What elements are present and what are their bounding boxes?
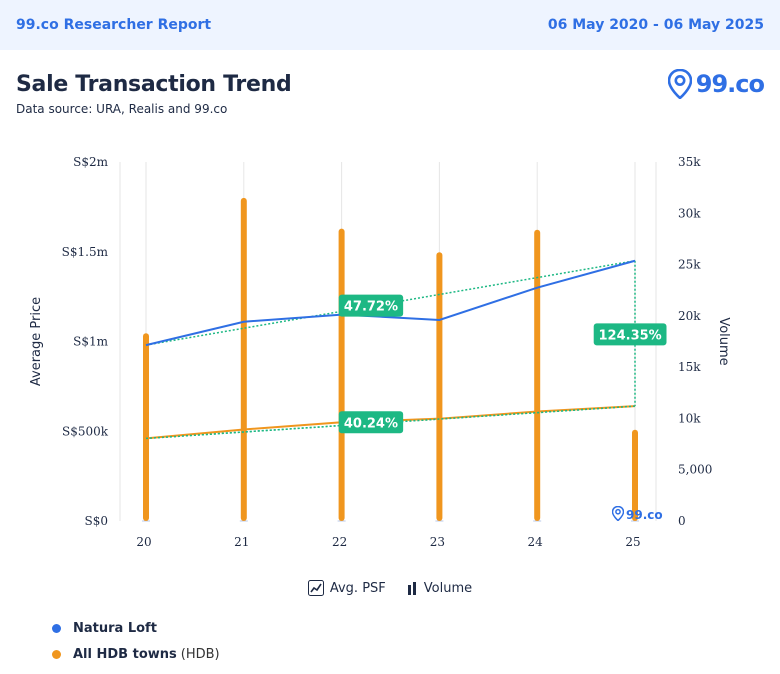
percent-change-badge: 40.24% <box>338 411 404 434</box>
legend-avg-psf[interactable]: Avg. PSF <box>307 580 386 596</box>
y-left-tick-label: S$1m <box>73 335 108 349</box>
x-tick-label: 23 <box>430 535 445 549</box>
y-right-tick-label: 0 <box>678 514 686 528</box>
legend-volume-label: Volume <box>423 580 473 596</box>
report-brand: 99.co Researcher Report <box>16 17 212 33</box>
price-lines <box>145 259 636 440</box>
y-right-tick-label: 25k <box>678 258 701 272</box>
data-source: Data source: URA, Realis and 99.co <box>16 102 228 116</box>
volume-bar <box>338 228 345 521</box>
volume-bars <box>143 197 638 521</box>
chart-title: Sale Transaction Trend <box>16 72 292 97</box>
x-tick-label: 25 <box>625 535 640 549</box>
badge-background <box>338 411 404 434</box>
badge-label: 47.72% <box>344 300 398 315</box>
x-tick-label: 20 <box>136 535 151 549</box>
y-right-tick-label: 10k <box>678 411 701 425</box>
badge-background <box>338 294 404 317</box>
badge-label: 40.24% <box>344 416 398 431</box>
y-left-axis-title: Average Price <box>29 297 44 386</box>
y-right-tick-label: 20k <box>678 309 701 323</box>
series-dot-hdb <box>52 650 61 659</box>
legend-volume[interactable]: Volume <box>406 580 472 596</box>
y-left-tick-label: S$0 <box>85 514 109 528</box>
volume-bar <box>143 333 149 521</box>
chart-axes: S$0 S$500k S$1m S$1.5m S$2m 0 5,000 10k 15k 20k 25… <box>29 155 731 549</box>
x-tick-label: 21 <box>234 535 249 549</box>
bar-chart-icon <box>407 582 416 595</box>
volume-bar <box>240 197 247 521</box>
y-left-tick-label: S$1.5m <box>62 245 109 259</box>
logo-text: 99.co <box>695 70 765 98</box>
series-name-hdb: All HDB towns <box>73 647 177 662</box>
report-header: 99.co Researcher Report 06 May 2020 - 06… <box>0 0 780 50</box>
sale-transaction-chart: S$0 S$500k S$1m S$1.5m S$2m 0 5,000 10k 15k 20k 25… <box>29 155 731 549</box>
series-legend-hdb[interactable]: All HDB towns (HDB) <box>52 647 220 662</box>
percent-change-badge: 124.35% <box>593 323 667 346</box>
volume-bar <box>632 429 638 521</box>
y-right-axis-title: Volume <box>716 317 731 365</box>
y-left-tick-label: S$2m <box>73 155 108 169</box>
series-dot-natura <box>52 624 61 633</box>
badge-label: 124.35% <box>599 328 662 343</box>
y-right-tick-label: 5,000 <box>678 463 712 477</box>
y-right-tick-label: 30k <box>678 206 701 220</box>
natura-loft-line <box>145 259 636 347</box>
chart-grid <box>119 162 657 522</box>
y-right-tick-label: 15k <box>678 360 701 374</box>
x-tick-label: 22 <box>332 535 347 549</box>
brand-logo[interactable]: 99.co <box>667 68 765 100</box>
location-pin-icon <box>667 69 692 99</box>
legend-avg-psf-label: Avg. PSF <box>329 580 386 596</box>
chart-watermark: 99.co <box>612 506 663 522</box>
series-legend-natura[interactable]: Natura Loft <box>52 621 157 636</box>
x-tick-label: 24 <box>528 535 544 549</box>
badge-background <box>593 323 667 346</box>
y-left-tick-label: S$500k <box>62 424 109 438</box>
watermark-pin-icon <box>612 506 624 521</box>
line-chart-icon <box>307 580 324 596</box>
series-name-natura: Natura Loft <box>73 621 157 636</box>
chart-annotations: 47.72% 40.24% 124.35% <box>338 294 667 434</box>
watermark-text: 99.co <box>626 508 663 522</box>
percent-change-badge: 47.72% <box>338 294 404 317</box>
series-suffix-hdb: (HDB) <box>180 647 220 662</box>
y-right-tick-label: 35k <box>678 155 701 169</box>
report-date-range: 06 May 2020 - 06 May 2025 <box>547 17 764 33</box>
chart-legend: Avg. PSF Volume <box>0 580 780 596</box>
volume-bar <box>436 252 443 521</box>
volume-bar <box>534 229 541 521</box>
